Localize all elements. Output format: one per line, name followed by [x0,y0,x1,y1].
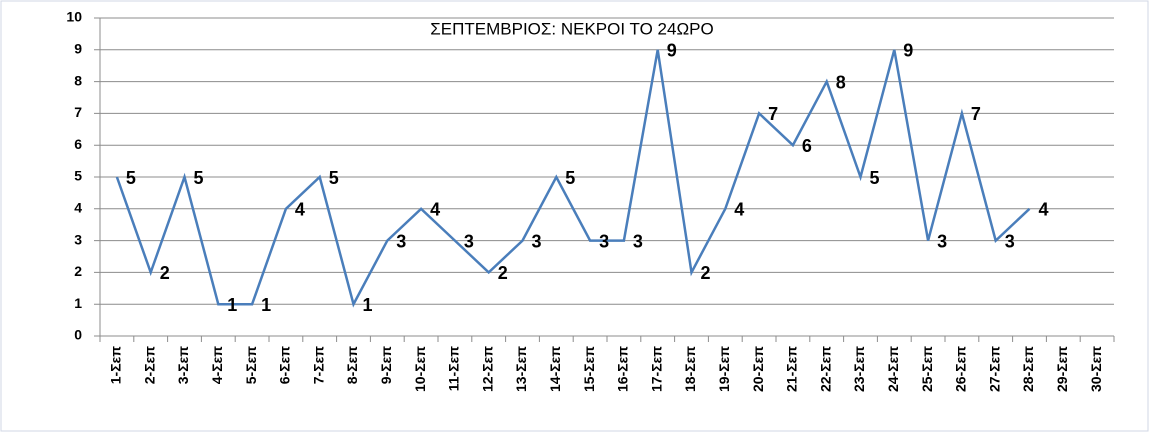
x-tick-label: 10-Σεπ [412,346,428,392]
x-tick-label: 30-Σεπ [1088,346,1104,392]
data-label: 2 [160,263,170,283]
x-tick-label: 12-Σεπ [479,346,495,392]
y-tick-label: 0 [74,327,82,343]
data-label: 4 [1039,200,1049,220]
x-tick-label: 14-Σεπ [547,346,563,392]
data-label: 3 [532,231,542,251]
x-tick-label: 4-Σεπ [209,346,225,384]
data-label: 5 [126,168,136,188]
y-tick-label: 10 [66,9,82,25]
data-label: 3 [396,231,406,251]
data-label: 2 [701,263,711,283]
data-label: 1 [227,295,237,315]
x-tick-label: 11-Σεπ [446,346,462,392]
x-tick-label: 25-Σεπ [919,346,935,392]
x-tick-label: 29-Σεπ [1054,346,1070,392]
x-tick-label: 16-Σεπ [615,346,631,392]
x-tick-label: 22-Σεπ [817,346,833,392]
data-label: 5 [870,168,880,188]
data-label: 4 [430,200,440,220]
data-label: 9 [667,41,677,61]
x-tick-label: 18-Σεπ [682,346,698,392]
x-tick-label: 27-Σεπ [986,346,1002,392]
data-label: 7 [971,104,981,124]
x-tick-label: 6-Σεπ [277,346,293,384]
y-tick-label: 4 [74,200,82,216]
x-tick-label: 23-Σεπ [851,346,867,392]
y-tick-label: 7 [74,104,82,120]
x-tick-label: 9-Σεπ [378,346,394,384]
x-tick-label: 5-Σεπ [243,346,259,384]
data-label: 3 [1005,231,1015,251]
x-tick-label: 19-Σεπ [716,346,732,392]
data-label: 3 [464,231,474,251]
x-tick-label: 15-Σεπ [581,346,597,392]
data-label: 1 [363,295,373,315]
y-tick-label: 2 [74,263,82,279]
data-label: 3 [599,231,609,251]
x-tick-label: 2-Σεπ [141,346,157,384]
x-tick-label: 3-Σεπ [175,346,191,384]
y-tick-label: 8 [74,72,82,88]
y-tick-label: 3 [74,231,82,247]
x-tick-label: 1-Σεπ [108,346,124,384]
data-label: 5 [565,168,575,188]
chart-title: ΣΕΠΤΕΜΒΡΙΟΣ: ΝΕΚΡΟΙ ΤΟ 24ΩΡΟ [430,19,713,38]
data-label: 4 [734,200,744,220]
data-label: 5 [194,168,204,188]
data-label: 1 [261,295,271,315]
x-tick-label: 7-Σεπ [310,346,326,384]
x-tick-label: 24-Σεπ [885,346,901,392]
y-tick-label: 6 [74,136,82,152]
y-tick-label: 1 [74,295,82,311]
data-label: 6 [802,136,812,156]
data-label: 4 [295,200,305,220]
data-label: 3 [633,231,643,251]
x-tick-label: 13-Σεπ [513,346,529,392]
line-series [115,49,1031,308]
data-label: 7 [768,104,778,124]
x-tick-label: 26-Σεπ [953,346,969,392]
x-tick-label: 20-Σεπ [750,346,766,392]
x-tick-label: 21-Σεπ [784,346,800,392]
x-tick-label: 28-Σεπ [1020,346,1036,392]
y-tick-label: 5 [74,168,82,184]
x-tick-label: 17-Σεπ [648,346,664,392]
data-label: 9 [903,41,913,61]
y-tick-label: 9 [74,41,82,57]
data-label: 3 [937,231,947,251]
data-label: 5 [329,168,339,188]
data-label: 8 [836,72,846,92]
x-tick-label: 8-Σεπ [344,346,360,384]
data-label: 2 [498,263,508,283]
